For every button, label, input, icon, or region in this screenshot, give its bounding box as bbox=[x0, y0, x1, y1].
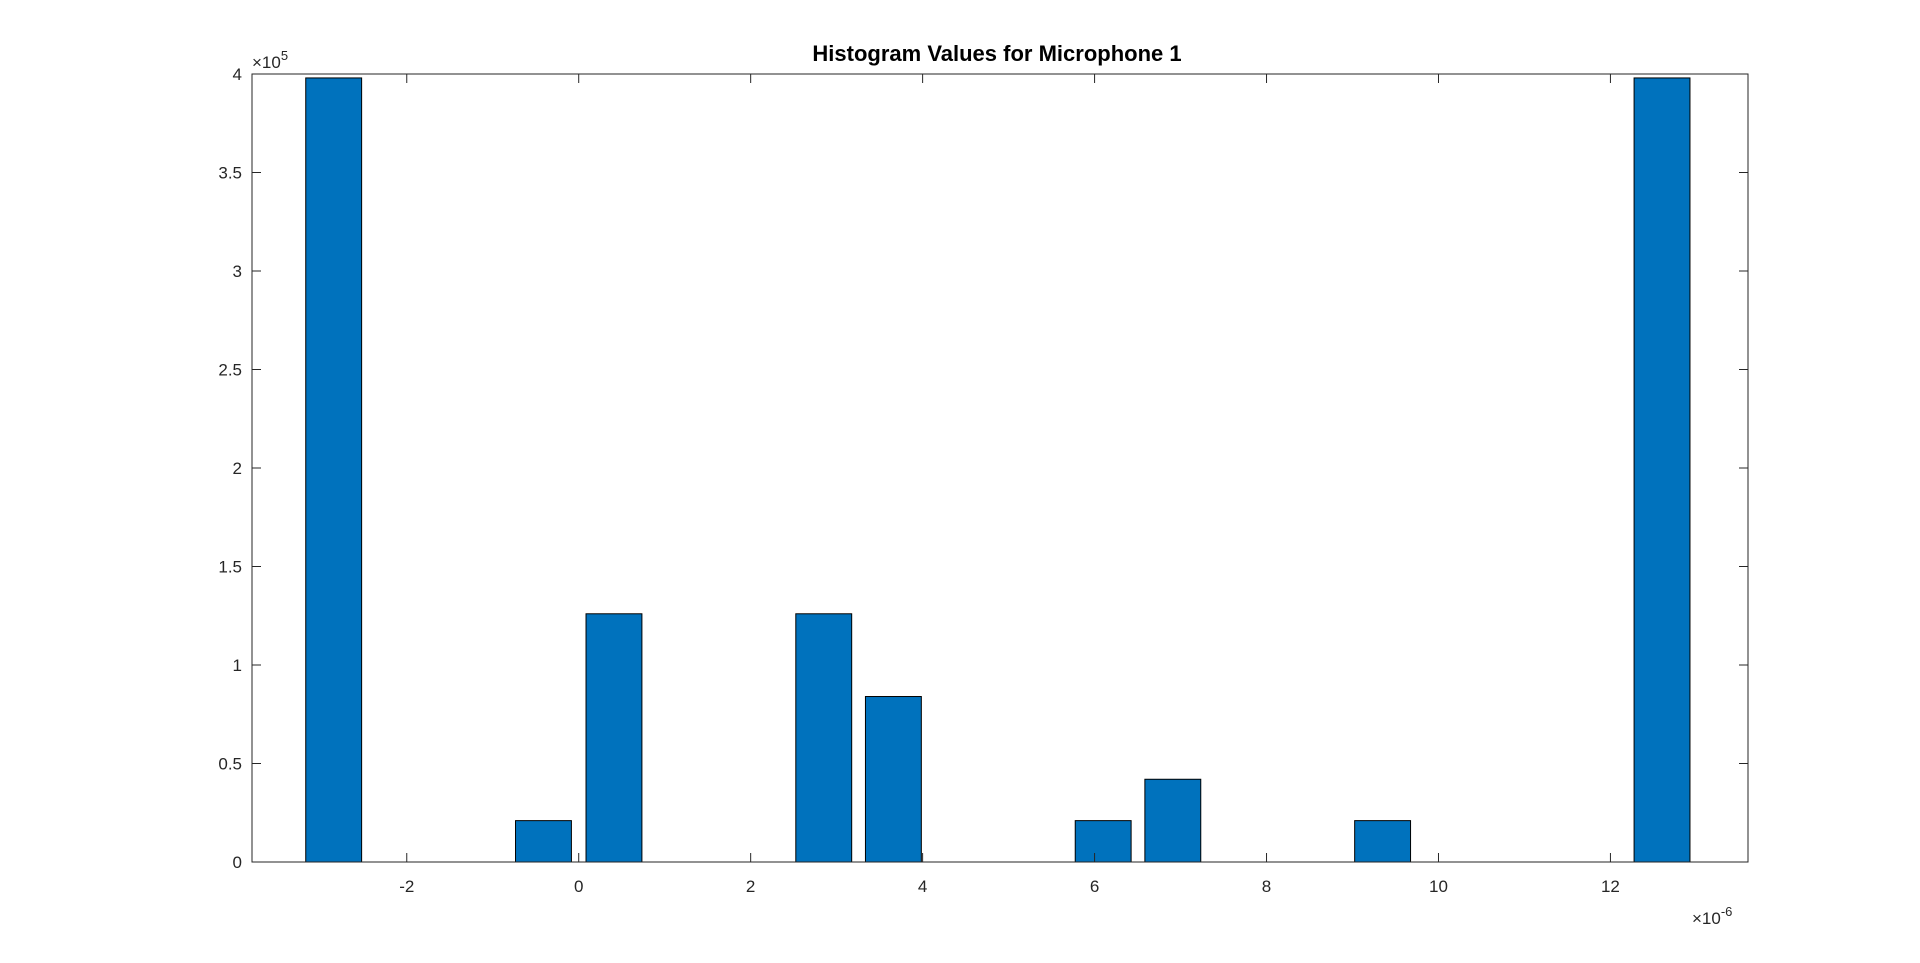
svg-text:×10-6: ×10-6 bbox=[1692, 904, 1732, 928]
x-axis: -2 0 2 4 6 8 10 12 bbox=[399, 74, 1620, 896]
y-tick-label: 1 bbox=[233, 656, 242, 675]
histogram-bar bbox=[305, 77, 363, 863]
x-exponent-label: ×10-6 bbox=[1692, 904, 1732, 928]
axes-background bbox=[252, 74, 1748, 862]
histogram-bar bbox=[1633, 77, 1691, 863]
x-tick-label: 2 bbox=[746, 877, 755, 896]
y-exponent-power: 5 bbox=[281, 48, 288, 63]
histogram-bar bbox=[585, 613, 643, 863]
y-exponent-base: ×10 bbox=[252, 53, 281, 72]
histogram-bar bbox=[515, 820, 572, 863]
histogram-bars bbox=[305, 77, 1691, 863]
histogram-bar bbox=[1144, 778, 1202, 863]
histogram-bar bbox=[1354, 820, 1412, 863]
plot-area bbox=[251, 73, 1749, 863]
y-tick-label: 2.5 bbox=[218, 361, 242, 380]
x-tick-label: -2 bbox=[399, 877, 414, 896]
y-axis: 0 0.5 1 1.5 2 2.5 3 3.5 4 bbox=[218, 65, 1748, 872]
x-tick-label: 8 bbox=[1262, 877, 1271, 896]
x-exponent-power: -6 bbox=[1721, 904, 1733, 919]
chart-title: Histogram Values for Microphone 1 bbox=[812, 41, 1181, 66]
y-tick-label: 3.5 bbox=[218, 164, 242, 183]
histogram-bar bbox=[864, 696, 922, 863]
x-tick-label: 0 bbox=[574, 877, 583, 896]
y-tick-label: 1.5 bbox=[218, 558, 242, 577]
histogram-bar bbox=[1074, 820, 1132, 863]
x-tick-label: 4 bbox=[918, 877, 927, 896]
svg-text:×105: ×105 bbox=[252, 48, 288, 72]
x-tick-label: 12 bbox=[1601, 877, 1620, 896]
y-tick-label: 0.5 bbox=[218, 755, 242, 774]
y-tick-label: 2 bbox=[233, 459, 242, 478]
histogram-bar bbox=[795, 613, 853, 863]
y-tick-label: 0 bbox=[233, 853, 242, 872]
x-exponent-base: ×10 bbox=[1692, 909, 1721, 928]
y-tick-label: 4 bbox=[233, 65, 242, 84]
x-tick-label: 10 bbox=[1429, 877, 1448, 896]
y-exponent-label: ×105 bbox=[252, 48, 288, 72]
x-tick-label: 6 bbox=[1090, 877, 1099, 896]
y-tick-label: 3 bbox=[233, 262, 242, 281]
